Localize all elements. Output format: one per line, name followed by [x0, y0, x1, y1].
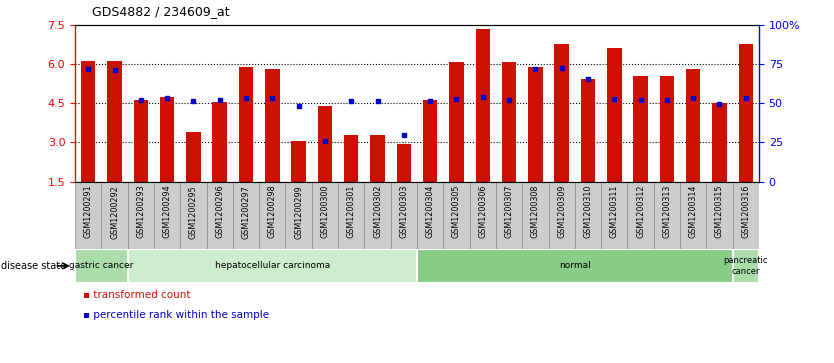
Bar [128, 249, 417, 283]
Bar [496, 182, 522, 249]
Bar [633, 76, 648, 182]
Text: GSM1200299: GSM1200299 [294, 185, 303, 238]
Bar [108, 61, 122, 182]
Bar [417, 249, 732, 283]
Bar [133, 99, 148, 182]
Bar [338, 182, 364, 249]
Text: ▪ percentile rank within the sample: ▪ percentile rank within the sample [83, 310, 269, 321]
Text: GDS4882 / 234609_at: GDS4882 / 234609_at [92, 5, 229, 18]
Bar [607, 48, 621, 182]
Bar [160, 97, 174, 182]
Bar [285, 182, 312, 249]
Text: GSM1200312: GSM1200312 [636, 185, 645, 238]
Text: GSM1200300: GSM1200300 [320, 185, 329, 238]
Bar [686, 69, 701, 182]
Bar [601, 182, 627, 249]
Bar [580, 79, 595, 182]
Text: GSM1200292: GSM1200292 [110, 185, 119, 238]
Bar [265, 69, 279, 182]
Text: normal: normal [559, 261, 590, 270]
Bar [312, 182, 338, 249]
Bar [712, 103, 726, 182]
Text: GSM1200305: GSM1200305 [452, 185, 461, 238]
Bar [318, 106, 332, 182]
Text: GSM1200316: GSM1200316 [741, 185, 751, 238]
Text: GSM1200306: GSM1200306 [478, 185, 487, 238]
Bar [732, 249, 759, 283]
Bar [102, 182, 128, 249]
Bar [549, 182, 575, 249]
Text: GSM1200302: GSM1200302 [373, 185, 382, 238]
Bar [239, 67, 254, 182]
Text: GSM1200311: GSM1200311 [610, 185, 619, 238]
Bar [522, 182, 549, 249]
Bar [680, 182, 706, 249]
Text: pancreatic
cancer: pancreatic cancer [724, 256, 768, 276]
Text: GSM1200303: GSM1200303 [399, 185, 409, 238]
Bar [660, 76, 674, 182]
Text: hepatocellular carcinoma: hepatocellular carcinoma [214, 261, 330, 270]
Bar [291, 141, 306, 182]
Bar [706, 182, 732, 249]
Text: GSM1200313: GSM1200313 [662, 185, 671, 238]
Text: GSM1200296: GSM1200296 [215, 185, 224, 238]
Text: GSM1200298: GSM1200298 [268, 185, 277, 238]
Bar [213, 102, 227, 182]
Text: ▪ transformed count: ▪ transformed count [83, 290, 191, 301]
Bar [186, 132, 201, 182]
Bar [575, 182, 601, 249]
Text: GSM1200304: GSM1200304 [425, 185, 435, 238]
Bar [470, 182, 496, 249]
Text: GSM1200301: GSM1200301 [347, 185, 356, 238]
Text: GSM1200314: GSM1200314 [689, 185, 698, 238]
Text: GSM1200309: GSM1200309 [557, 185, 566, 238]
Bar [81, 61, 95, 182]
Bar [475, 29, 490, 182]
Bar [555, 44, 569, 182]
Bar [75, 182, 102, 249]
Bar [75, 249, 128, 283]
Text: GSM1200310: GSM1200310 [584, 185, 592, 238]
Text: GSM1200291: GSM1200291 [83, 185, 93, 238]
Bar [233, 182, 259, 249]
Bar [444, 182, 470, 249]
Bar [423, 99, 437, 182]
Bar [739, 44, 753, 182]
Bar [654, 182, 680, 249]
Text: GSM1200295: GSM1200295 [189, 185, 198, 238]
Bar [450, 62, 464, 182]
Text: GSM1200293: GSM1200293 [136, 185, 145, 238]
Bar [397, 144, 411, 182]
Bar [732, 182, 759, 249]
Text: gastric cancer: gastric cancer [69, 261, 133, 270]
Text: GSM1200307: GSM1200307 [505, 185, 514, 238]
Text: GSM1200297: GSM1200297 [242, 185, 250, 238]
Bar [417, 182, 444, 249]
Text: GSM1200294: GSM1200294 [163, 185, 172, 238]
Bar [528, 67, 543, 182]
Text: GSM1200308: GSM1200308 [531, 185, 540, 238]
Bar [502, 62, 516, 182]
Bar [370, 135, 384, 182]
Bar [390, 182, 417, 249]
Bar [207, 182, 233, 249]
Bar [364, 182, 390, 249]
Bar [627, 182, 654, 249]
Text: GSM1200315: GSM1200315 [715, 185, 724, 238]
Bar [154, 182, 180, 249]
Bar [344, 135, 359, 182]
Bar [180, 182, 207, 249]
Bar [259, 182, 285, 249]
Bar [128, 182, 154, 249]
Text: disease state: disease state [1, 261, 66, 271]
